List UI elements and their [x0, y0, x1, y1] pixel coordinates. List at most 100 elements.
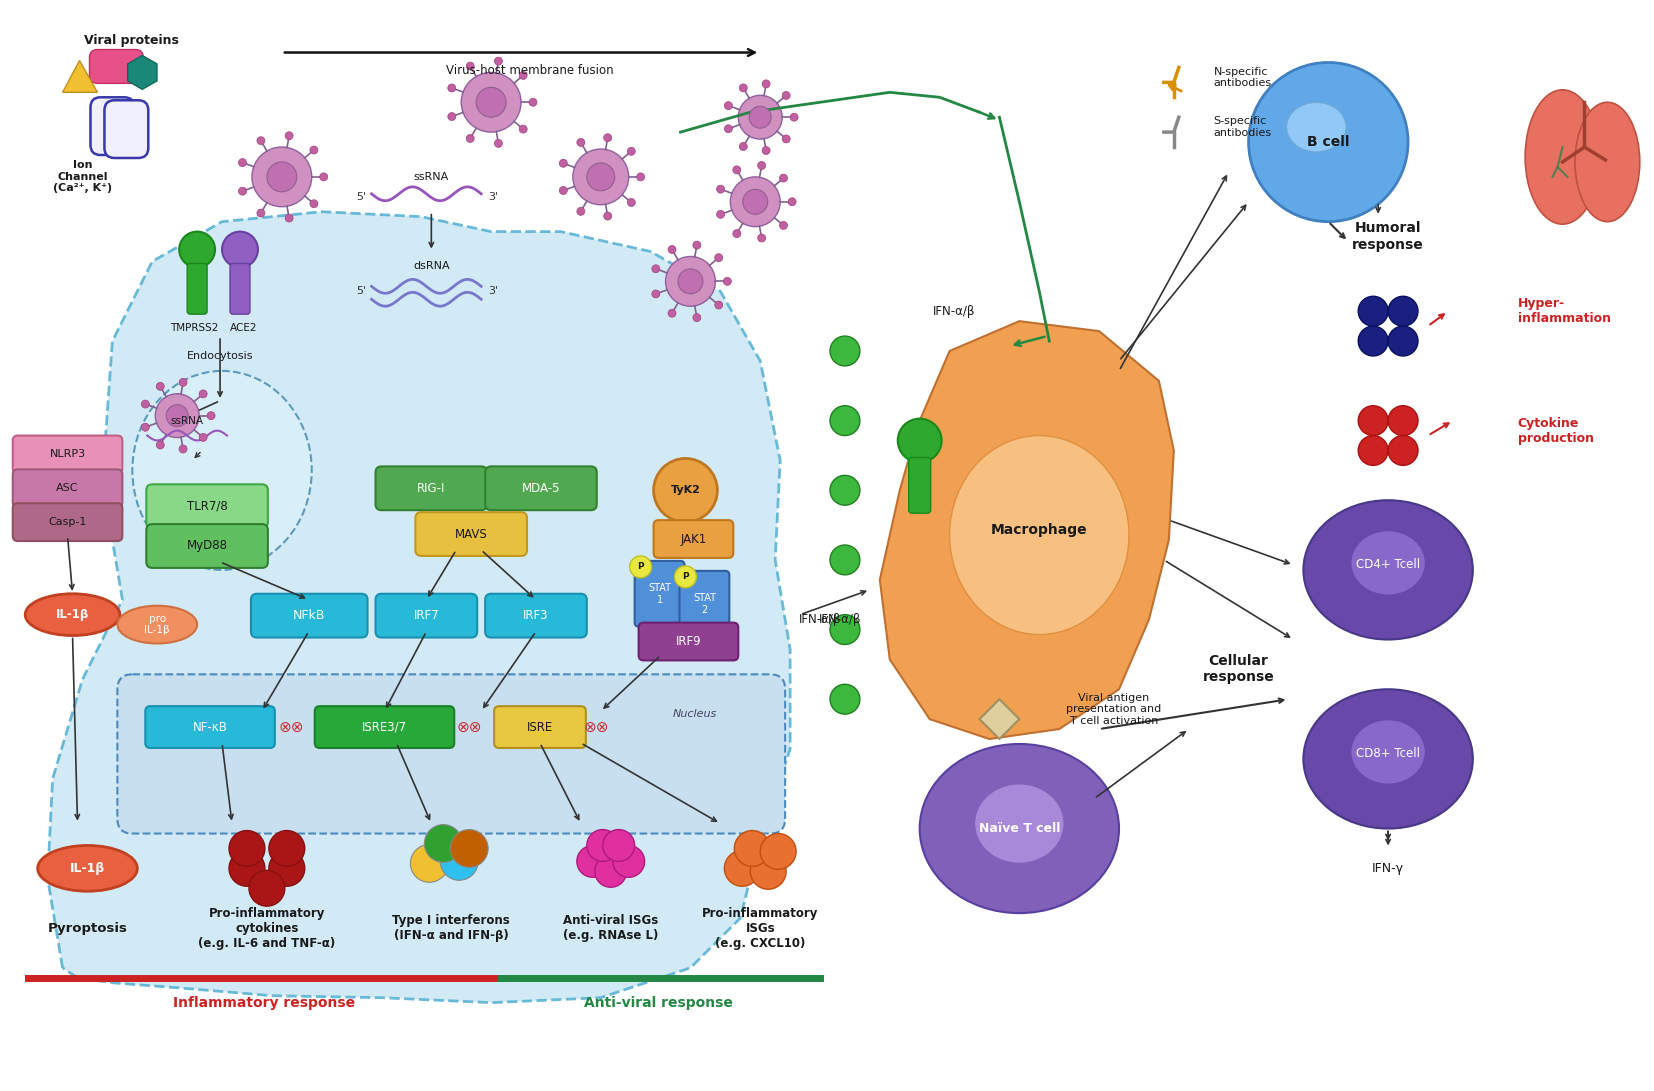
Text: IRF7: IRF7 — [414, 609, 440, 622]
Text: Cellular
response: Cellular response — [1202, 655, 1275, 684]
Circle shape — [724, 101, 733, 109]
Circle shape — [519, 125, 528, 133]
FancyBboxPatch shape — [908, 457, 931, 513]
Circle shape — [782, 92, 791, 99]
Circle shape — [761, 834, 796, 870]
Text: IFN-α/β: IFN-α/β — [933, 304, 976, 317]
Ellipse shape — [38, 846, 137, 891]
Text: dsRNA: dsRNA — [414, 262, 450, 272]
Circle shape — [495, 140, 503, 147]
Text: ⊗⊗: ⊗⊗ — [280, 720, 304, 734]
Circle shape — [668, 309, 676, 317]
Circle shape — [724, 851, 761, 886]
Text: IRF9: IRF9 — [675, 635, 701, 648]
Circle shape — [779, 221, 787, 229]
Ellipse shape — [974, 783, 1064, 863]
Text: Type I interferons
(IFN-α and IFN-β): Type I interferons (IFN-α and IFN-β) — [392, 914, 509, 942]
Circle shape — [559, 159, 567, 167]
Text: Endocytosis: Endocytosis — [187, 351, 253, 361]
Circle shape — [734, 830, 771, 866]
Text: Humoral
response: Humoral response — [1353, 221, 1424, 252]
Circle shape — [787, 197, 796, 206]
Text: NLRP3: NLRP3 — [50, 449, 86, 459]
FancyBboxPatch shape — [89, 49, 144, 83]
Circle shape — [587, 829, 619, 862]
Text: 5': 5' — [357, 192, 367, 202]
Circle shape — [165, 405, 189, 427]
Text: STAT
2: STAT 2 — [693, 592, 716, 614]
Circle shape — [739, 143, 748, 151]
Circle shape — [612, 846, 645, 877]
Text: S-specific
antibodies: S-specific antibodies — [1214, 117, 1272, 137]
Text: Virus-host membrane fusion: Virus-host membrane fusion — [447, 63, 614, 76]
Circle shape — [751, 853, 786, 889]
Ellipse shape — [1351, 530, 1426, 596]
Circle shape — [228, 851, 265, 886]
Circle shape — [716, 211, 724, 218]
Ellipse shape — [1525, 89, 1599, 224]
Circle shape — [627, 199, 635, 206]
Circle shape — [559, 187, 567, 194]
Circle shape — [222, 231, 258, 267]
Text: Anti-viral response: Anti-viral response — [584, 996, 733, 1009]
FancyBboxPatch shape — [485, 467, 597, 511]
Circle shape — [898, 419, 941, 463]
Text: Naïve T cell: Naïve T cell — [979, 822, 1060, 835]
Text: ⊗⊗: ⊗⊗ — [584, 720, 610, 734]
Circle shape — [830, 406, 860, 435]
Circle shape — [228, 830, 265, 866]
FancyBboxPatch shape — [13, 435, 122, 473]
Circle shape — [758, 161, 766, 169]
Circle shape — [724, 124, 733, 133]
Circle shape — [715, 301, 723, 309]
Text: IFN-γ: IFN-γ — [1373, 862, 1404, 875]
Circle shape — [587, 163, 615, 191]
Circle shape — [595, 855, 627, 887]
Text: P: P — [681, 573, 688, 582]
Text: ⊗⊗: ⊗⊗ — [457, 720, 481, 734]
FancyBboxPatch shape — [13, 503, 122, 541]
Circle shape — [830, 476, 860, 505]
Circle shape — [1388, 435, 1417, 466]
Polygon shape — [48, 212, 791, 1003]
Circle shape — [1388, 297, 1417, 326]
Text: IFN-α/β: IFN-α/β — [799, 613, 842, 626]
Circle shape — [207, 411, 215, 420]
Circle shape — [830, 684, 860, 715]
Circle shape — [739, 84, 748, 92]
FancyBboxPatch shape — [187, 263, 207, 314]
Circle shape — [758, 235, 766, 242]
Circle shape — [762, 80, 771, 88]
FancyBboxPatch shape — [91, 97, 134, 155]
Circle shape — [1358, 297, 1388, 326]
FancyBboxPatch shape — [251, 594, 367, 637]
Circle shape — [1249, 62, 1408, 221]
Circle shape — [577, 139, 586, 146]
Ellipse shape — [117, 606, 197, 644]
Circle shape — [256, 209, 265, 217]
Text: Viral antigen
presentation and
T cell activation: Viral antigen presentation and T cell ac… — [1067, 693, 1161, 726]
FancyBboxPatch shape — [375, 467, 488, 511]
Text: Pro-inflammatory
ISGs
(e.g. CXCL10): Pro-inflammatory ISGs (e.g. CXCL10) — [701, 907, 819, 949]
Text: Hyper-
inflammation: Hyper- inflammation — [1518, 297, 1611, 325]
Circle shape — [733, 230, 741, 238]
FancyBboxPatch shape — [230, 263, 250, 314]
Circle shape — [693, 241, 701, 249]
Text: ISRE3/7: ISRE3/7 — [362, 720, 407, 733]
Text: ASC: ASC — [56, 483, 79, 493]
Circle shape — [251, 147, 311, 206]
Text: IL-1β: IL-1β — [56, 608, 89, 621]
Circle shape — [141, 423, 149, 431]
Circle shape — [637, 172, 645, 181]
Circle shape — [519, 71, 528, 80]
Circle shape — [238, 188, 246, 195]
FancyBboxPatch shape — [146, 484, 268, 528]
Circle shape — [179, 231, 215, 267]
Text: 5': 5' — [357, 286, 367, 297]
Circle shape — [830, 614, 860, 645]
Polygon shape — [63, 60, 98, 93]
Circle shape — [155, 394, 198, 437]
Ellipse shape — [1351, 720, 1426, 784]
Text: Anti-viral ISGs
(e.g. RNAse L): Anti-viral ISGs (e.g. RNAse L) — [562, 914, 658, 942]
Circle shape — [738, 95, 782, 139]
